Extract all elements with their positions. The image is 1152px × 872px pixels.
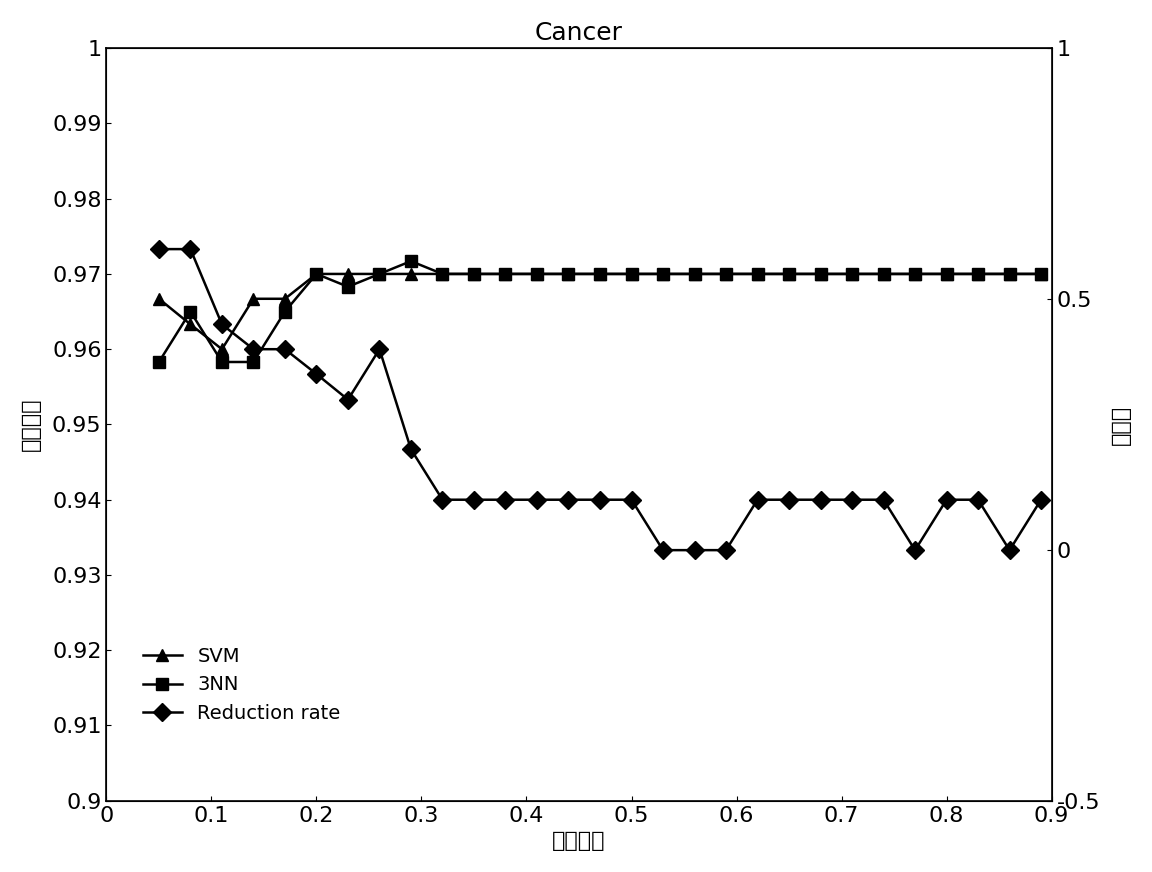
- Reduction rate: [372, 344, 386, 354]
- Reduction rate: [435, 494, 449, 505]
- 3NN: [813, 269, 827, 279]
- Y-axis label: 约简度: 约简度: [1112, 405, 1131, 445]
- Reduction rate: [530, 494, 544, 505]
- SVM: [782, 269, 796, 279]
- SVM: [435, 269, 449, 279]
- 3NN: [247, 357, 260, 367]
- 3NN: [404, 255, 418, 266]
- 3NN: [940, 269, 954, 279]
- Reduction rate: [341, 394, 355, 405]
- Reduction rate: [152, 244, 166, 255]
- SVM: [530, 269, 544, 279]
- 3NN: [1034, 269, 1048, 279]
- 3NN: [530, 269, 544, 279]
- Title: Cancer: Cancer: [535, 21, 623, 44]
- Legend: SVM, 3NN, Reduction rate: SVM, 3NN, Reduction rate: [135, 639, 348, 731]
- Reduction rate: [751, 494, 765, 505]
- Line: Reduction rate: Reduction rate: [153, 243, 1047, 556]
- SVM: [215, 344, 229, 354]
- SVM: [404, 269, 418, 279]
- 3NN: [467, 269, 480, 279]
- Reduction rate: [467, 494, 480, 505]
- SVM: [1002, 269, 1016, 279]
- 3NN: [782, 269, 796, 279]
- SVM: [657, 269, 670, 279]
- Reduction rate: [846, 494, 859, 505]
- SVM: [688, 269, 702, 279]
- SVM: [278, 294, 291, 304]
- Reduction rate: [813, 494, 827, 505]
- Reduction rate: [971, 494, 985, 505]
- Reduction rate: [908, 545, 922, 555]
- Reduction rate: [940, 494, 954, 505]
- SVM: [247, 294, 260, 304]
- SVM: [1034, 269, 1048, 279]
- Line: SVM: SVM: [153, 268, 1047, 356]
- Reduction rate: [657, 545, 670, 555]
- SVM: [152, 294, 166, 304]
- 3NN: [435, 269, 449, 279]
- SVM: [877, 269, 890, 279]
- SVM: [499, 269, 513, 279]
- SVM: [971, 269, 985, 279]
- Reduction rate: [719, 545, 733, 555]
- Reduction rate: [561, 494, 575, 505]
- SVM: [310, 269, 324, 279]
- 3NN: [372, 269, 386, 279]
- Reduction rate: [782, 494, 796, 505]
- Y-axis label: 分类精度: 分类精度: [21, 398, 40, 451]
- Reduction rate: [624, 494, 638, 505]
- 3NN: [846, 269, 859, 279]
- 3NN: [624, 269, 638, 279]
- SVM: [940, 269, 954, 279]
- 3NN: [310, 269, 324, 279]
- SVM: [908, 269, 922, 279]
- SVM: [183, 319, 197, 330]
- 3NN: [499, 269, 513, 279]
- SVM: [719, 269, 733, 279]
- 3NN: [1002, 269, 1016, 279]
- Reduction rate: [593, 494, 607, 505]
- 3NN: [908, 269, 922, 279]
- SVM: [593, 269, 607, 279]
- SVM: [624, 269, 638, 279]
- Reduction rate: [688, 545, 702, 555]
- 3NN: [278, 306, 291, 317]
- 3NN: [971, 269, 985, 279]
- 3NN: [657, 269, 670, 279]
- Reduction rate: [247, 344, 260, 354]
- SVM: [813, 269, 827, 279]
- 3NN: [877, 269, 890, 279]
- SVM: [561, 269, 575, 279]
- Reduction rate: [877, 494, 890, 505]
- Reduction rate: [183, 244, 197, 255]
- Reduction rate: [1002, 545, 1016, 555]
- 3NN: [152, 357, 166, 367]
- SVM: [467, 269, 480, 279]
- X-axis label: 邻域半径: 邻域半径: [552, 831, 606, 851]
- 3NN: [688, 269, 702, 279]
- 3NN: [341, 282, 355, 292]
- Line: 3NN: 3NN: [153, 255, 1047, 368]
- Reduction rate: [404, 444, 418, 454]
- Reduction rate: [1034, 494, 1048, 505]
- Reduction rate: [215, 319, 229, 330]
- Reduction rate: [499, 494, 513, 505]
- 3NN: [215, 357, 229, 367]
- 3NN: [593, 269, 607, 279]
- SVM: [846, 269, 859, 279]
- Reduction rate: [278, 344, 291, 354]
- SVM: [751, 269, 765, 279]
- 3NN: [183, 306, 197, 317]
- 3NN: [561, 269, 575, 279]
- SVM: [372, 269, 386, 279]
- 3NN: [719, 269, 733, 279]
- 3NN: [751, 269, 765, 279]
- SVM: [341, 269, 355, 279]
- Reduction rate: [310, 369, 324, 379]
